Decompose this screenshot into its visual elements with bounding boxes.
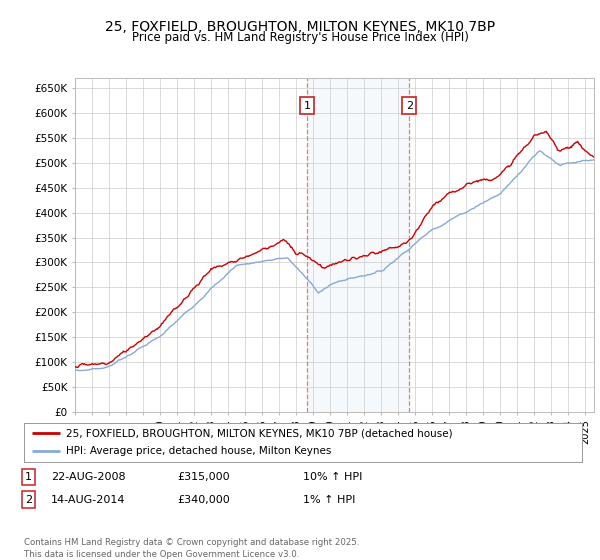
- Text: 1: 1: [304, 101, 311, 111]
- Bar: [307, 78, 409, 412]
- Text: £315,000: £315,000: [177, 472, 230, 482]
- Text: 2: 2: [406, 101, 413, 111]
- Text: 25, FOXFIELD, BROUGHTON, MILTON KEYNES, MK10 7BP: 25, FOXFIELD, BROUGHTON, MILTON KEYNES, …: [105, 20, 495, 34]
- Text: 1: 1: [25, 472, 32, 482]
- Text: 25, FOXFIELD, BROUGHTON, MILTON KEYNES, MK10 7BP (detached house): 25, FOXFIELD, BROUGHTON, MILTON KEYNES, …: [66, 428, 452, 438]
- Text: 2: 2: [25, 494, 32, 505]
- Text: HPI: Average price, detached house, Milton Keynes: HPI: Average price, detached house, Milt…: [66, 446, 331, 456]
- Text: 10% ↑ HPI: 10% ↑ HPI: [303, 472, 362, 482]
- Text: 22-AUG-2008: 22-AUG-2008: [51, 472, 125, 482]
- Text: Price paid vs. HM Land Registry's House Price Index (HPI): Price paid vs. HM Land Registry's House …: [131, 31, 469, 44]
- Text: 14-AUG-2014: 14-AUG-2014: [51, 494, 125, 505]
- Text: 1% ↑ HPI: 1% ↑ HPI: [303, 494, 355, 505]
- Text: £340,000: £340,000: [177, 494, 230, 505]
- Text: Contains HM Land Registry data © Crown copyright and database right 2025.
This d: Contains HM Land Registry data © Crown c…: [24, 538, 359, 559]
